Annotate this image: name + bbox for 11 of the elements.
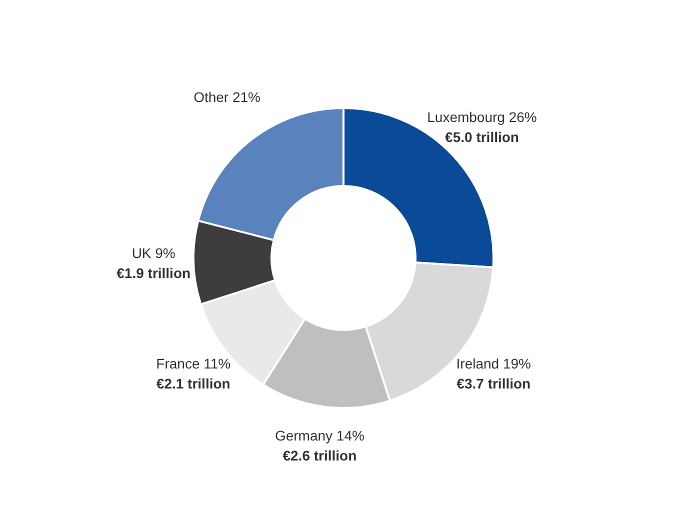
slice-label: France 11% (156, 355, 231, 372)
text: €3.7 trillion (456, 375, 531, 392)
slice-label: Other 21% (194, 88, 261, 105)
slice-label: Germany 14% (274, 428, 364, 444)
text: €1.9 trillion (116, 264, 191, 281)
text: €5.0 trillion (445, 128, 519, 145)
text: €2.6 trillion (282, 448, 357, 464)
slice-label: Ireland 19% (456, 355, 531, 372)
text: €2.1 trillion (156, 375, 230, 392)
slice-label: Luxembourg 26% (427, 108, 537, 125)
slice-label: UK 9% (132, 244, 176, 261)
